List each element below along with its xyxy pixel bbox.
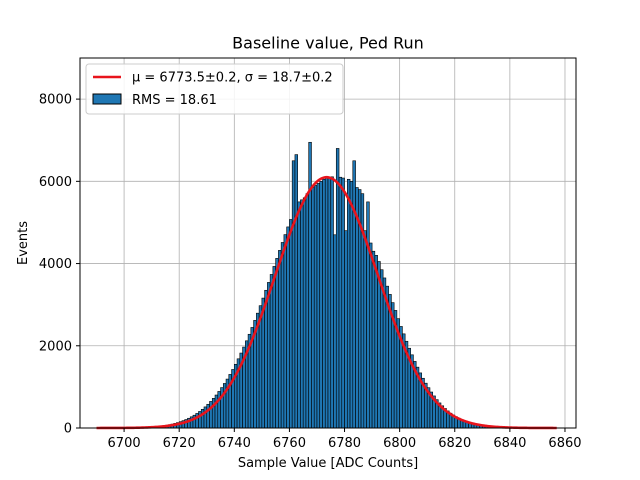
x-axis-ticks: 6700 6720 6740 6760 6780 6800 6820 6840 6860 — [108, 428, 582, 451]
y-tick-label: 8000 — [39, 93, 72, 108]
histogram-bar — [344, 230, 348, 429]
x-tick-label: 6740 — [218, 436, 251, 451]
histogram-bar — [297, 201, 301, 429]
histogram-bar — [380, 269, 384, 429]
histogram-bar — [374, 255, 378, 429]
histogram-bar — [311, 187, 315, 429]
histogram-bar — [363, 230, 367, 429]
x-axis-label: Sample Value [ADC Counts] — [238, 456, 418, 471]
histogram-bar — [322, 178, 326, 429]
histogram-bar — [366, 201, 370, 429]
x-tick-label: 6840 — [493, 436, 526, 451]
histogram-bar — [333, 234, 337, 429]
gaussian-fit-curve — [96, 175, 557, 430]
histogram-bar — [324, 177, 329, 429]
histogram-bar — [289, 219, 293, 429]
histogram-bar — [261, 297, 265, 429]
histogram-bar — [341, 177, 345, 429]
histogram-bar — [349, 181, 354, 429]
histogram-bar — [283, 234, 287, 429]
histogram-bar — [286, 226, 290, 429]
chart-title: Baseline value, Ped Run — [232, 34, 424, 53]
histogram-bar — [291, 160, 296, 429]
histogram-bar — [316, 183, 321, 429]
histogram-bar — [272, 266, 276, 429]
y-tick-label: 4000 — [39, 257, 72, 272]
x-tick-label: 6700 — [108, 436, 141, 451]
histogram-bar — [300, 199, 304, 429]
x-tick-label: 6800 — [383, 436, 416, 451]
histogram-bar — [278, 250, 282, 429]
x-tick-label: 6760 — [273, 436, 306, 451]
histogram-bar — [302, 197, 307, 429]
x-tick-label: 6720 — [163, 436, 196, 451]
histogram-bar — [369, 242, 373, 429]
y-tick-label: 0 — [64, 422, 72, 437]
legend: μ = 6773.5±0.2, σ = 18.7±0.2 RMS = 18.61 — [85, 63, 344, 115]
legend-histogram-swatch — [92, 93, 122, 105]
histogram-bar — [335, 148, 340, 429]
x-tick-label: 6780 — [328, 436, 361, 451]
y-tick-label: 2000 — [39, 339, 72, 354]
histogram-bar — [264, 289, 268, 429]
histogram-bar — [346, 178, 351, 429]
histogram-bar — [280, 242, 285, 429]
histogram-bar — [275, 258, 279, 429]
histogram-bar — [377, 261, 381, 429]
histogram-bar — [294, 154, 298, 429]
x-tick-label: 6860 — [548, 436, 581, 451]
histogram-bar — [371, 250, 376, 429]
y-axis-label: Events — [16, 221, 31, 265]
histogram-bar — [308, 141, 312, 429]
legend-box — [85, 63, 344, 115]
histogram-bar — [267, 282, 271, 429]
histogram-bar — [269, 274, 274, 429]
y-tick-label: 6000 — [39, 175, 72, 190]
histogram-bar — [355, 187, 359, 429]
x-tick-label: 6820 — [438, 436, 471, 451]
y-axis-ticks: 0 2000 4000 6000 8000 — [39, 93, 80, 437]
legend-fit-label: μ = 6773.5±0.2, σ = 18.7±0.2 — [132, 71, 333, 86]
histogram-bar — [313, 185, 318, 429]
plot-frame — [79, 57, 577, 429]
histogram-bar — [327, 176, 332, 429]
histogram-bar — [305, 193, 310, 429]
legend-histogram-label: RMS = 18.61 — [132, 93, 217, 108]
histogram-bar — [338, 176, 343, 429]
histogram-bar — [352, 160, 356, 429]
histogram-bar — [319, 181, 323, 429]
histogram-bar — [330, 176, 334, 429]
